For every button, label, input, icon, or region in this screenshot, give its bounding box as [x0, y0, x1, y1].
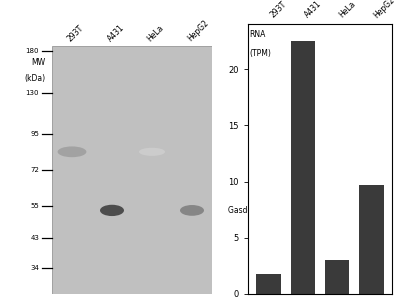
Text: (TPM): (TPM): [250, 49, 272, 58]
Text: A431: A431: [106, 23, 126, 43]
Ellipse shape: [58, 147, 86, 157]
Text: 293T: 293T: [66, 24, 86, 43]
Text: 43: 43: [30, 235, 39, 241]
Ellipse shape: [100, 205, 124, 216]
Text: 72: 72: [30, 167, 39, 174]
Text: HepG2: HepG2: [186, 19, 210, 43]
Text: MW: MW: [32, 58, 46, 67]
Text: Gasdermin D: Gasdermin D: [228, 206, 278, 215]
Text: 34: 34: [30, 265, 39, 271]
Text: HeLa: HeLa: [146, 23, 166, 43]
Bar: [256, 274, 281, 294]
Text: 130: 130: [26, 90, 39, 96]
Text: 180: 180: [26, 48, 39, 54]
Ellipse shape: [180, 205, 204, 216]
Text: 55: 55: [30, 203, 39, 209]
Bar: [359, 185, 384, 294]
Bar: [290, 41, 315, 294]
Text: RNA: RNA: [250, 30, 266, 39]
Text: (kDa): (kDa): [24, 74, 46, 83]
Text: 95: 95: [30, 131, 39, 137]
Ellipse shape: [139, 148, 165, 156]
Bar: [325, 260, 350, 294]
